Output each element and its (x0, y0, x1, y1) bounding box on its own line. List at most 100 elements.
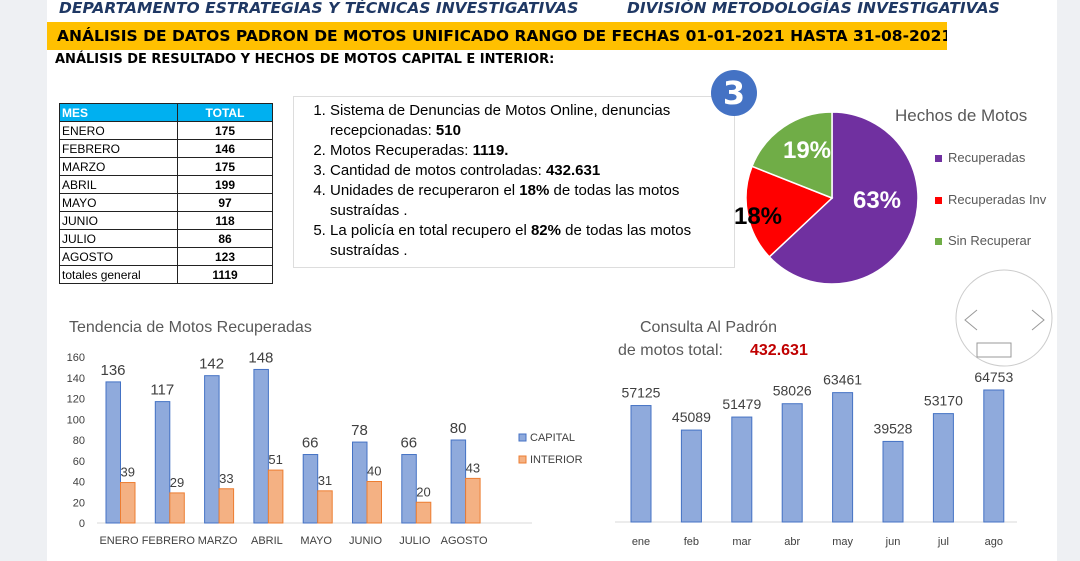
pie-label: 63% (853, 187, 901, 214)
y-tick-label: 0 (79, 518, 85, 530)
bar-data-label: 40 (367, 464, 381, 479)
bar-data-label: 43 (466, 460, 480, 475)
pie-slice-1 (745, 165, 834, 258)
note-after: de todas las motos sustraídas . (330, 222, 692, 259)
table-row: totales general 1119 (59, 265, 273, 284)
capital-bar (450, 439, 467, 524)
y-tick-label: 40 (73, 477, 85, 489)
x-tick-label: jul (937, 536, 949, 548)
x-tick-label: ABRIL (251, 535, 283, 547)
pie-label: 19% (783, 137, 831, 164)
note-value: 82% (530, 222, 561, 239)
x-tick-label: mar (732, 536, 751, 548)
bar-data-label: 78 (351, 422, 368, 439)
note-item: Cantidad de motos controladas: 432.631 (330, 161, 734, 181)
legend-label: INTERIOR (530, 454, 583, 466)
report-banner: ANÁLISIS DE DATOS PADRON DE MOTOS UNIFIC… (47, 22, 947, 50)
x-tick-label: JUNIO (349, 535, 382, 547)
bar-data-label: 29 (170, 475, 184, 490)
note-text: Unidades de recuperaron el (330, 182, 520, 199)
note-text: La policía en total recupero el (330, 222, 531, 239)
x-tick-label: FEBRERO (142, 535, 196, 547)
monthly-totals-table: MES TOTAL ENERO 175 FEBRERO 146 MARZO 175 ABRIL… (59, 103, 273, 284)
bar-data-label: 64753 (974, 369, 1013, 385)
legend-label: Recuperadas Inv (948, 192, 1047, 207)
y-tick-label: 20 (73, 497, 85, 509)
interior-bar (267, 469, 284, 524)
note-item: Sistema de Denuncias de Motos Online, de… (330, 101, 734, 141)
x-tick-label: JULIO (399, 535, 431, 547)
bar-data-label: 80 (450, 420, 467, 437)
x-tick-label: MARZO (198, 535, 238, 547)
interior-bar (366, 481, 382, 524)
bar-data-label: 148 (248, 349, 273, 366)
padron-bar (932, 413, 954, 523)
y-tick-label: 100 (67, 414, 85, 426)
padron-bar (680, 429, 702, 523)
month-cell: ABRIL (59, 175, 178, 194)
bar-data-label: 39 (121, 465, 135, 480)
bar-data-label: 39528 (874, 420, 913, 436)
bar-data-label: 20 (416, 484, 430, 499)
capital-bar (352, 441, 368, 524)
legend-label: Recuperadas (948, 150, 1026, 165)
month-cell: AGOSTO (59, 247, 178, 266)
y-tick-label: 140 (67, 373, 85, 385)
legend-swatch (518, 433, 527, 442)
x-tick-label: AGOSTO (441, 535, 488, 547)
y-tick-label: 80 (73, 435, 85, 447)
section-number-badge: 3 (711, 70, 757, 116)
interior-bar (218, 488, 235, 524)
note-item: La policía en total recupero el 82% de t… (330, 221, 734, 261)
padron-chart-subtitle: de motos total: (618, 342, 723, 359)
capital-bar (105, 381, 121, 524)
report-page: DEPARTAMENTO ESTRATEGIAS Y TÉCNICAS INVE… (47, 0, 1057, 561)
interior-bar (169, 492, 185, 524)
month-cell: JUNIO (59, 211, 178, 230)
capital-bar (253, 368, 269, 524)
total-cell: 199 (177, 175, 273, 194)
note-after: de todas las motos sustraídas . (330, 182, 680, 219)
bar-data-label: 63461 (823, 372, 862, 388)
padron-bar (882, 440, 904, 523)
x-tick-label: jun (885, 536, 901, 548)
logo-computer-icon (976, 342, 1012, 358)
capital-bar (401, 454, 417, 524)
capital-bar (154, 401, 171, 524)
table-row: ENERO 175 (59, 121, 273, 140)
padron-total-value: 432.631 (750, 342, 808, 359)
x-tick-label: MAYO (300, 535, 332, 547)
pie-label: 18% (734, 203, 782, 230)
month-cell: totales general (59, 265, 178, 284)
note-text: Motos Recuperadas: (330, 142, 473, 159)
x-tick-label: may (832, 536, 853, 548)
bar-data-label: 58026 (773, 383, 812, 399)
table-header: MES TOTAL (59, 103, 273, 122)
padron-bar (832, 392, 854, 523)
x-tick-label: ene (632, 536, 650, 548)
capital-bar (204, 375, 220, 524)
padron-bar (630, 405, 652, 523)
x-tick-label: abr (784, 536, 800, 548)
bar-data-label: 53170 (924, 393, 963, 409)
trend-chart-title: Tendencia de Motos Recuperadas (69, 319, 312, 336)
logo-emblem (955, 269, 1053, 367)
legend-swatch (935, 155, 942, 162)
note-value: 1119. (472, 142, 509, 159)
padron-bar (781, 403, 803, 523)
bar-data-label: 51479 (722, 396, 761, 412)
y-tick-label: 120 (67, 394, 85, 406)
note-value: 432.631 (545, 162, 601, 179)
legend-swatch (518, 455, 527, 464)
bar-data-label: 66 (400, 435, 417, 452)
legend-swatch (935, 197, 942, 204)
interior-bar (465, 477, 481, 524)
bar-data-label: 51 (268, 452, 282, 467)
department-title: DEPARTAMENTO ESTRATEGIAS Y TÉCNICAS INVE… (59, 0, 579, 17)
table-row: MARZO 175 (59, 157, 273, 176)
bar-data-label: 33 (219, 471, 233, 486)
bar-data-label: 66 (302, 435, 319, 452)
note-item: Unidades de recuperaron el 18% de todas … (330, 181, 734, 221)
capital-bar (302, 454, 319, 524)
x-tick-label: feb (684, 536, 699, 548)
